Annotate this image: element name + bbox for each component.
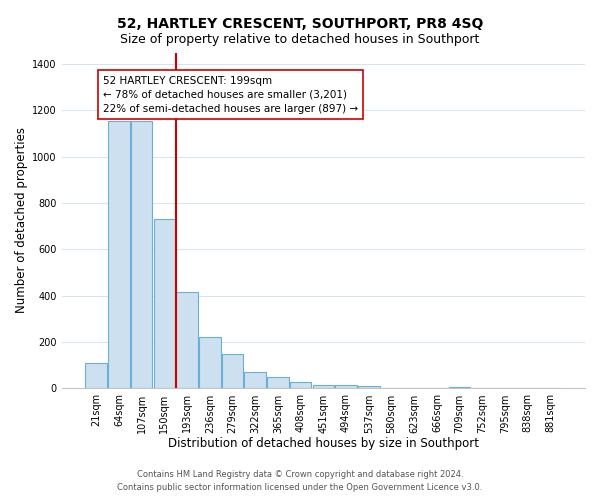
Y-axis label: Number of detached properties: Number of detached properties bbox=[15, 128, 28, 314]
Text: Size of property relative to detached houses in Southport: Size of property relative to detached ho… bbox=[121, 32, 479, 46]
Bar bbox=[290, 382, 311, 388]
Bar bbox=[154, 220, 175, 388]
Text: Contains HM Land Registry data © Crown copyright and database right 2024.
Contai: Contains HM Land Registry data © Crown c… bbox=[118, 470, 482, 492]
Text: 52 HARTLEY CRESCENT: 199sqm
← 78% of detached houses are smaller (3,201)
22% of : 52 HARTLEY CRESCENT: 199sqm ← 78% of det… bbox=[103, 76, 358, 114]
Bar bbox=[108, 121, 130, 388]
Bar bbox=[176, 292, 198, 388]
Bar bbox=[267, 377, 289, 388]
Bar bbox=[335, 385, 357, 388]
Bar bbox=[313, 385, 334, 388]
Bar bbox=[358, 386, 380, 388]
Bar bbox=[199, 337, 221, 388]
Bar bbox=[222, 354, 243, 388]
Bar bbox=[244, 372, 266, 388]
Bar bbox=[131, 121, 152, 388]
Text: 52, HARTLEY CRESCENT, SOUTHPORT, PR8 4SQ: 52, HARTLEY CRESCENT, SOUTHPORT, PR8 4SQ bbox=[117, 18, 483, 32]
X-axis label: Distribution of detached houses by size in Southport: Distribution of detached houses by size … bbox=[168, 437, 479, 450]
Bar bbox=[85, 363, 107, 388]
